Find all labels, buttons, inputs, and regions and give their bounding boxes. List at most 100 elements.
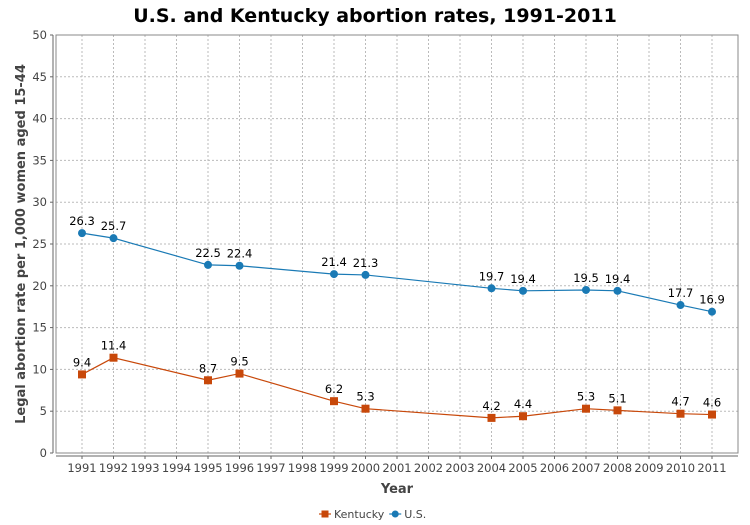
data-label: 4.6 [703,396,721,410]
x-tick-label: 1994 [162,461,191,475]
legend: Kentucky U.S. [319,508,426,521]
x-tick-label: 1999 [319,461,348,475]
data-point [519,412,527,421]
data-label: 19.4 [605,272,631,286]
x-tick-label: 1992 [99,461,128,475]
data-label: 21.3 [353,256,379,270]
data-label: 5.1 [608,391,626,405]
data-label: 6.2 [325,382,343,396]
x-tick-label: 2002 [414,461,443,475]
series-u-s: 26.3 25.7 22.5 22.4 21.4 21.3 19.7 19.4 19.5 19.4… [69,214,725,316]
data-label: 4.7 [671,395,689,409]
y-tick-label: 0 [40,446,47,460]
data-label: 19.4 [510,272,536,286]
x-tick-label: 2009 [634,461,663,475]
y-tick-label: 10 [32,362,47,376]
x-tick-label: 1995 [193,461,222,475]
x-tick-label: 2006 [540,461,569,475]
chart-title: U.S. and Kentucky abortion rates, 1991-2… [133,5,617,27]
y-tick-label: 45 [32,70,47,84]
y-axis-title: Legal abortion rate per 1,000 women aged… [14,64,29,424]
series-line [81,357,713,419]
data-point [235,369,244,378]
plot-frame [55,34,739,454]
y-axis-ticks: 0 5 10 15 20 25 30 35 40 45 50 [32,28,53,460]
legend-label: U.S. [404,508,426,521]
x-tick-label: 1998 [288,461,317,475]
data-label: 9.5 [230,355,248,369]
x-axis-ticks: 1991 1992 1993 1994 1995 1996 1997 1998 1999 2000… [67,456,727,475]
data-label: 22.4 [227,247,253,261]
data-point [78,229,86,238]
data-label: 16.9 [699,293,725,307]
y-tick-label: 20 [32,279,47,293]
x-tick-label: 2001 [382,461,411,475]
y-tick-label: 5 [40,404,47,418]
data-label: 26.3 [69,214,95,228]
y-tick-label: 30 [32,195,47,209]
x-tick-label: 1993 [130,461,159,475]
x-tick-label: 1997 [256,461,285,475]
x-tick-label: 2008 [603,461,632,475]
data-point [613,286,622,295]
legend-label: Kentucky [334,508,385,521]
data-point [582,404,590,413]
x-tick-label: 1996 [225,461,254,475]
data-point [78,370,86,379]
x-tick-label: 2011 [697,461,726,475]
series-group: 9.4 11.4 8.7 9.5 6.2 5.3 4.2 4.4 5.3 5.1 4.7 4.6 26.… [69,214,725,422]
data-point [361,404,370,413]
legend-item: Kentucky [319,508,385,521]
data-label: 17.7 [668,286,694,300]
data-point [582,285,590,294]
y-tick-label: 35 [32,153,47,167]
data-label: 25.7 [101,219,127,233]
y-tick-label: 25 [32,237,47,251]
data-point [487,413,496,422]
data-label: 5.3 [356,390,374,404]
data-point [708,307,716,316]
data-label: 9.4 [73,355,91,369]
data-point [109,353,118,362]
data-label: 19.5 [573,271,599,285]
legend-item: U.S. [389,508,426,521]
data-label: 5.3 [577,390,595,404]
y-tick-label: 40 [32,112,47,126]
data-label: 11.4 [101,339,127,353]
data-point [613,406,622,415]
data-point [708,410,716,419]
data-label: 22.5 [195,246,221,260]
data-point [330,397,338,406]
x-axis-title: Year [380,482,414,497]
x-tick-label: 2010 [666,461,695,475]
y-tick-label: 50 [32,28,47,42]
data-point [361,270,370,279]
data-point [204,376,212,385]
data-point [519,286,527,295]
data-label: 4.4 [514,397,532,411]
data-point [330,270,338,279]
data-point [235,261,244,270]
legend-circle-icon [391,510,399,518]
data-label: 4.2 [482,399,500,413]
data-point [676,301,685,310]
x-tick-label: 2007 [571,461,600,475]
x-tick-label: 2003 [445,461,474,475]
y-tick-label: 15 [32,321,47,335]
data-point [109,234,118,243]
x-tick-label: 2004 [477,461,506,475]
series-kentucky: 9.4 11.4 8.7 9.5 6.2 5.3 4.2 4.4 5.3 5.1 4.7 4.6 [73,339,721,422]
x-tick-label: 2005 [508,461,537,475]
data-label: 19.7 [479,269,505,283]
data-label: 8.7 [199,361,217,375]
series-line [81,232,713,313]
data-point [487,284,496,293]
x-tick-label: 2000 [351,461,380,475]
data-point [204,260,212,269]
grid [56,35,738,453]
data-point [676,409,685,418]
x-tick-label: 1991 [67,461,96,475]
legend-square-icon [321,510,329,518]
data-label: 21.4 [321,255,347,269]
